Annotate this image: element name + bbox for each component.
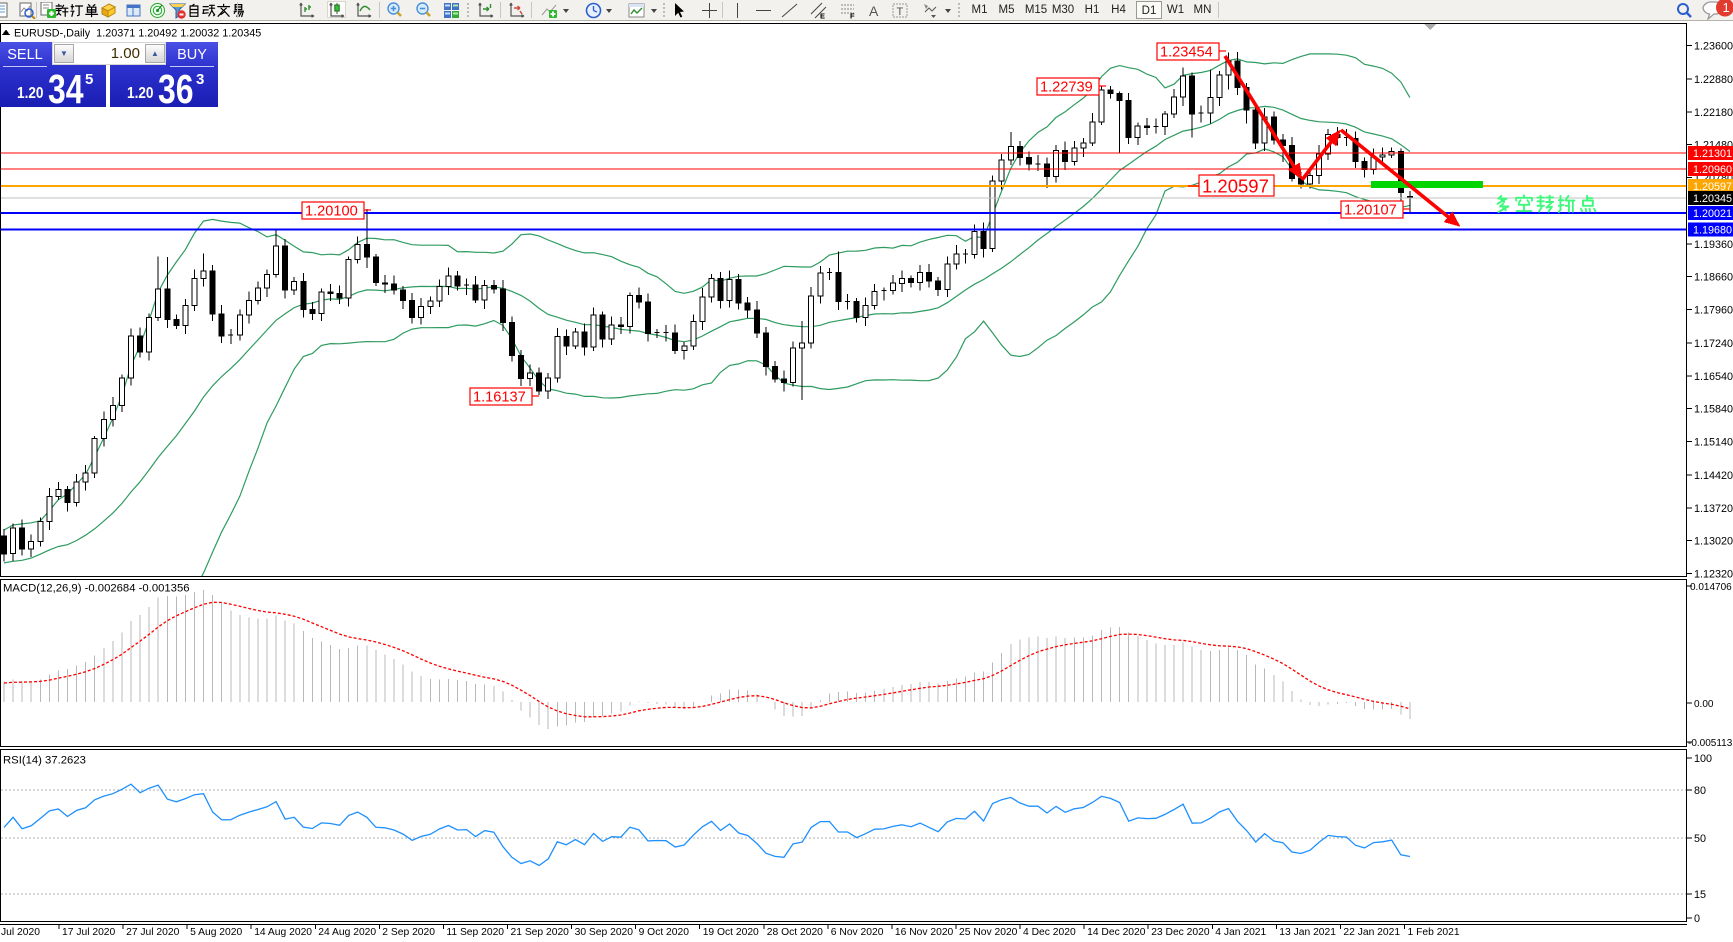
svg-text:A: A bbox=[869, 3, 879, 19]
svg-text:1.17240: 1.17240 bbox=[1694, 338, 1733, 350]
svg-text:1.20597: 1.20597 bbox=[1202, 176, 1269, 197]
svg-text:80: 80 bbox=[1694, 785, 1706, 797]
svg-text:Jul 2020: Jul 2020 bbox=[1, 927, 40, 937]
svg-text:F: F bbox=[850, 12, 855, 20]
svg-text:1.15840: 1.15840 bbox=[1694, 404, 1733, 416]
svg-text:30 Sep 2020: 30 Sep 2020 bbox=[575, 927, 634, 937]
svg-text:22 Jan 2021: 22 Jan 2021 bbox=[1343, 927, 1400, 937]
svg-text:0: 0 bbox=[1694, 913, 1700, 925]
svg-text:1: 1 bbox=[1723, 0, 1730, 15]
svg-text:5 Aug 2020: 5 Aug 2020 bbox=[190, 927, 242, 937]
svg-text:1.20100: 1.20100 bbox=[305, 204, 358, 220]
svg-text:4 Jan 2021: 4 Jan 2021 bbox=[1215, 927, 1266, 937]
svg-text:2 Sep 2020: 2 Sep 2020 bbox=[382, 927, 435, 937]
svg-text:24 Aug 2020: 24 Aug 2020 bbox=[318, 927, 376, 937]
svg-text:1.17960: 1.17960 bbox=[1694, 304, 1733, 316]
svg-text:21 Sep 2020: 21 Sep 2020 bbox=[511, 927, 570, 937]
svg-text:RSI(14) 37.2623: RSI(14) 37.2623 bbox=[3, 755, 86, 767]
svg-text:50: 50 bbox=[1694, 833, 1706, 845]
svg-text:100: 100 bbox=[1694, 753, 1712, 765]
svg-text:-0.005113: -0.005113 bbox=[1688, 738, 1733, 749]
svg-text:1.19680: 1.19680 bbox=[1693, 225, 1732, 237]
svg-text:27 Jul 2020: 27 Jul 2020 bbox=[126, 927, 180, 937]
svg-text:16 Nov 2020: 16 Nov 2020 bbox=[895, 927, 954, 937]
svg-text:4 Dec 2020: 4 Dec 2020 bbox=[1023, 927, 1076, 937]
svg-text:1.22880: 1.22880 bbox=[1694, 74, 1733, 86]
svg-text:1.20021: 1.20021 bbox=[1693, 208, 1732, 220]
svg-text:1.13720: 1.13720 bbox=[1694, 503, 1733, 515]
svg-text:EURUSD-,Daily 1.20371 1.20492: EURUSD-,Daily 1.20371 1.20492 1.20032 1.… bbox=[14, 28, 261, 40]
svg-text:19 Oct 2020: 19 Oct 2020 bbox=[703, 927, 759, 937]
svg-text:1.22739: 1.22739 bbox=[1040, 80, 1093, 96]
svg-text:MACD(12,26,9) -0.002684 -0.001: MACD(12,26,9) -0.002684 -0.001356 bbox=[3, 583, 190, 595]
svg-text:15: 15 bbox=[1694, 889, 1706, 901]
svg-text:23 Dec 2020: 23 Dec 2020 bbox=[1151, 927, 1210, 937]
svg-text:0.00: 0.00 bbox=[1694, 699, 1714, 710]
svg-text:1.19360: 1.19360 bbox=[1694, 239, 1733, 251]
svg-text:14 Dec 2020: 14 Dec 2020 bbox=[1087, 927, 1146, 937]
svg-text:1.21301: 1.21301 bbox=[1693, 148, 1732, 160]
svg-text:25 Nov 2020: 25 Nov 2020 bbox=[959, 927, 1018, 937]
svg-text:1.16137: 1.16137 bbox=[473, 390, 526, 406]
svg-text:0.014706: 0.014706 bbox=[1690, 582, 1732, 593]
svg-text:1.22180: 1.22180 bbox=[1694, 107, 1733, 119]
svg-text:1.13020: 1.13020 bbox=[1694, 536, 1733, 548]
svg-text:1 Feb 2021: 1 Feb 2021 bbox=[1408, 927, 1460, 937]
svg-text:T: T bbox=[897, 6, 904, 18]
svg-text:13 Jan 2021: 13 Jan 2021 bbox=[1279, 927, 1336, 937]
svg-text:1.20345: 1.20345 bbox=[1693, 193, 1732, 205]
svg-text:17 Jul 2020: 17 Jul 2020 bbox=[62, 927, 116, 937]
svg-text:14 Aug 2020: 14 Aug 2020 bbox=[254, 927, 312, 937]
svg-text:11 Sep 2020: 11 Sep 2020 bbox=[446, 927, 504, 937]
svg-text:9 Oct 2020: 9 Oct 2020 bbox=[639, 927, 690, 937]
svg-text:1.14420: 1.14420 bbox=[1694, 470, 1733, 482]
svg-text:1.18660: 1.18660 bbox=[1694, 272, 1733, 284]
svg-text:6 Nov 2020: 6 Nov 2020 bbox=[831, 927, 884, 937]
svg-text:1.15140: 1.15140 bbox=[1694, 436, 1733, 448]
svg-text:1.12320: 1.12320 bbox=[1694, 568, 1733, 580]
svg-text:1.16540: 1.16540 bbox=[1694, 371, 1733, 383]
svg-text:1.23454: 1.23454 bbox=[1160, 45, 1213, 61]
svg-text:1.20107: 1.20107 bbox=[1344, 203, 1397, 219]
svg-text:1.23600: 1.23600 bbox=[1694, 41, 1733, 53]
svg-text:1.20960: 1.20960 bbox=[1693, 164, 1732, 176]
svg-text:28 Oct 2020: 28 Oct 2020 bbox=[767, 927, 823, 937]
svg-text:E: E bbox=[820, 12, 825, 20]
